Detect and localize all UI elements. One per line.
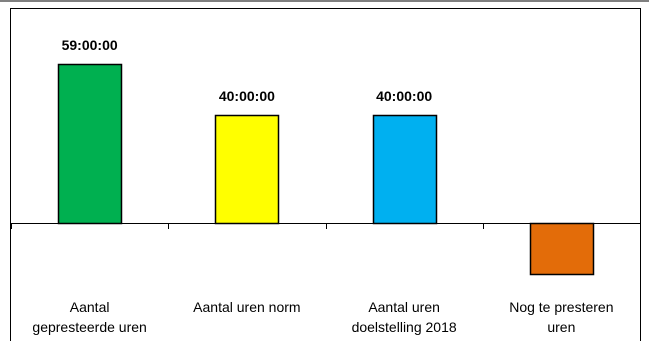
category-label: Aantal uren doelstelling 2018 — [352, 299, 457, 335]
category-axis — [11, 223, 641, 229]
plot-area-frame — [10, 8, 641, 341]
data-label: 40:00:00 — [219, 88, 275, 104]
bar — [372, 114, 438, 225]
category-label: Aantal uren norm — [193, 299, 300, 315]
bar — [214, 114, 280, 225]
data-label: 40:00:00 — [376, 88, 432, 104]
category-label: Aantal gepresteerde uren — [32, 299, 146, 335]
data-label: 59:00:00 — [62, 37, 118, 53]
bar — [57, 63, 123, 225]
bar — [529, 222, 595, 276]
bars — [57, 63, 595, 276]
category-label: Nog te presteren uren — [509, 299, 613, 335]
labels: 59:00:00 Aantal gepresteerde uren 40:00:00 A… — [32, 37, 613, 335]
